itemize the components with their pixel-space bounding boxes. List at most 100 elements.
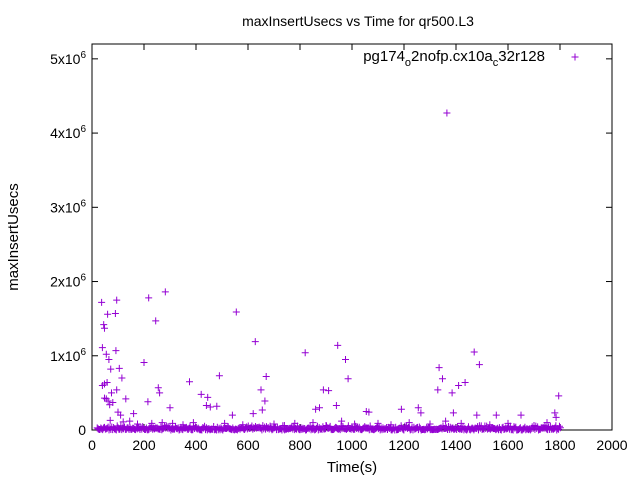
data-point [148,419,156,427]
data-point [556,424,564,432]
data-point [270,420,278,428]
data-point [115,364,123,372]
x-axis-label: Time(s) [327,459,377,476]
plot-frame [91,43,613,431]
data-point [156,389,164,397]
data-point [105,355,113,363]
data-point [179,421,187,429]
data-point [158,419,166,427]
data-point [213,402,221,410]
data-point [257,386,265,394]
data-point [100,394,108,402]
legend-label-subscript: c [493,57,499,69]
data-point [448,389,456,397]
data-point [186,422,194,430]
y-tick-label-base: 1x10 [50,348,81,364]
y-tick-label: 2x106 [50,273,86,290]
y-tick-label-exponent: 6 [80,50,86,61]
data-point [555,392,563,400]
legend-marker [571,53,579,61]
data-point [309,419,317,427]
data-point [107,365,115,373]
data-point [145,294,153,302]
data-point [122,395,130,403]
data-point [262,373,270,381]
data-point [553,426,561,434]
data-point [342,355,349,363]
y-tick-label-base: 4x10 [50,125,81,141]
data-point [551,409,559,417]
data-points [93,109,564,434]
data-point [319,386,327,394]
data-point [426,420,434,428]
y-tick-label-base: 3x10 [50,199,81,215]
x-tick-label: 2000 [596,437,627,453]
data-point [117,411,125,419]
data-point [470,348,478,356]
y-tick-label-exponent: 6 [80,347,86,358]
data-point [104,310,112,318]
data-point [113,296,121,304]
data-point [152,317,160,325]
data-point [334,341,342,349]
data-point [108,389,115,397]
data-point [475,361,483,369]
legend-label-text: 2nofp.cx10a [411,48,493,65]
x-tick-label: 1600 [492,437,523,453]
data-point [186,378,193,386]
data-point [249,410,257,418]
y-tick-label: 1x106 [50,347,86,364]
x-axis: 0 200 400 600 800 1000 1200 1400 1600 1800 2000 [88,44,628,453]
data-point [397,405,405,413]
legend-label-text: 32r128 [498,48,545,65]
data-point [130,410,138,418]
data-point [251,338,259,346]
data-point [158,426,166,434]
y-tick-label-exponent: 6 [80,198,86,209]
data-point [197,390,205,398]
data-point [449,409,457,417]
data-point [555,425,563,433]
data-point [486,421,494,429]
data-point [113,386,121,394]
data-point [504,419,512,427]
legend-label-text: pg174 [363,48,405,65]
data-point [338,417,346,425]
data-point [98,298,106,306]
data-point [442,417,450,425]
data-point [109,399,117,407]
data-point [301,349,309,357]
data-point [239,421,247,429]
y-tick-label: 5x106 [50,50,86,67]
data-point [228,411,236,419]
x-tick-label: 1800 [544,437,575,453]
data-point [280,422,288,430]
data-point [204,393,212,401]
data-point [154,384,162,392]
data-point [517,411,525,419]
data-point [457,419,465,427]
legend-label: pg174o2nofp.cx10ac32r128 [363,48,545,69]
data-point [374,419,382,427]
legend-marker-plus [571,53,579,61]
data-point [455,381,463,389]
data-point [387,421,395,429]
y-tick-label: 4x106 [50,124,86,141]
x-tick-label: 0 [88,437,96,453]
data-point [166,404,174,412]
data-point [112,347,120,355]
data-point [492,411,500,419]
x-tick-label: 400 [184,437,208,453]
data-point [473,411,481,419]
data-point [325,387,333,395]
data-point [443,109,451,117]
y-tick-label: 0 [78,422,86,438]
y-tick-label-base: 2x10 [50,274,81,290]
data-point [206,403,214,411]
data-point [103,378,111,386]
data-point [119,418,127,426]
data-point [126,417,134,425]
y-tick-label-base: 5x10 [50,51,81,67]
data-point [201,422,209,430]
